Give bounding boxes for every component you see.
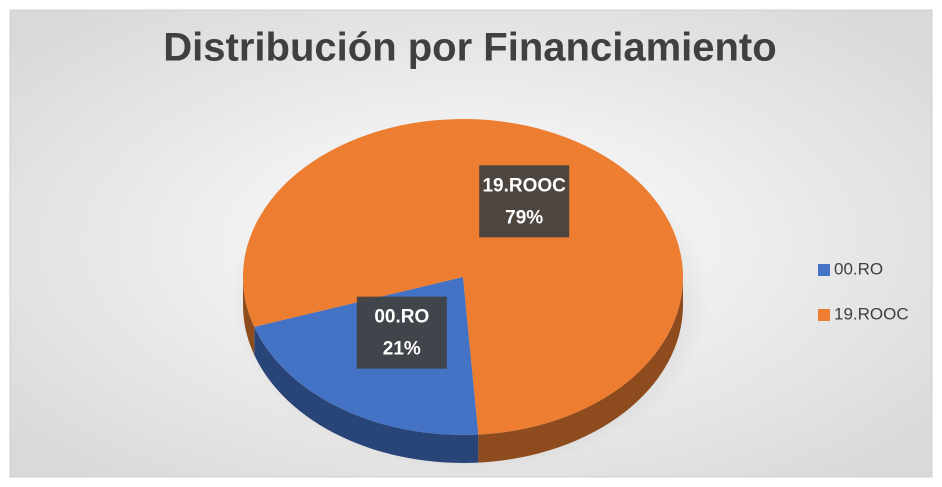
- pie-side: [478, 277, 683, 463]
- pie-slice: [243, 119, 683, 435]
- data-label-box: [356, 296, 447, 369]
- data-label-value: 79%: [505, 207, 543, 228]
- legend-swatch: [818, 309, 830, 321]
- data-label-value: 21%: [383, 339, 421, 360]
- legend-label: 19.ROOC: [834, 304, 909, 323]
- legend-swatch: [818, 264, 830, 276]
- data-label-category: 00.RO: [374, 307, 429, 328]
- chart-title: Distribución por Financiamiento: [163, 26, 776, 70]
- data-label-box: [479, 165, 570, 238]
- pie-side: [254, 326, 479, 463]
- legend-label: 00.RO: [834, 259, 883, 278]
- pie-side: [243, 277, 255, 355]
- data-label-category: 19.ROOC: [482, 175, 566, 196]
